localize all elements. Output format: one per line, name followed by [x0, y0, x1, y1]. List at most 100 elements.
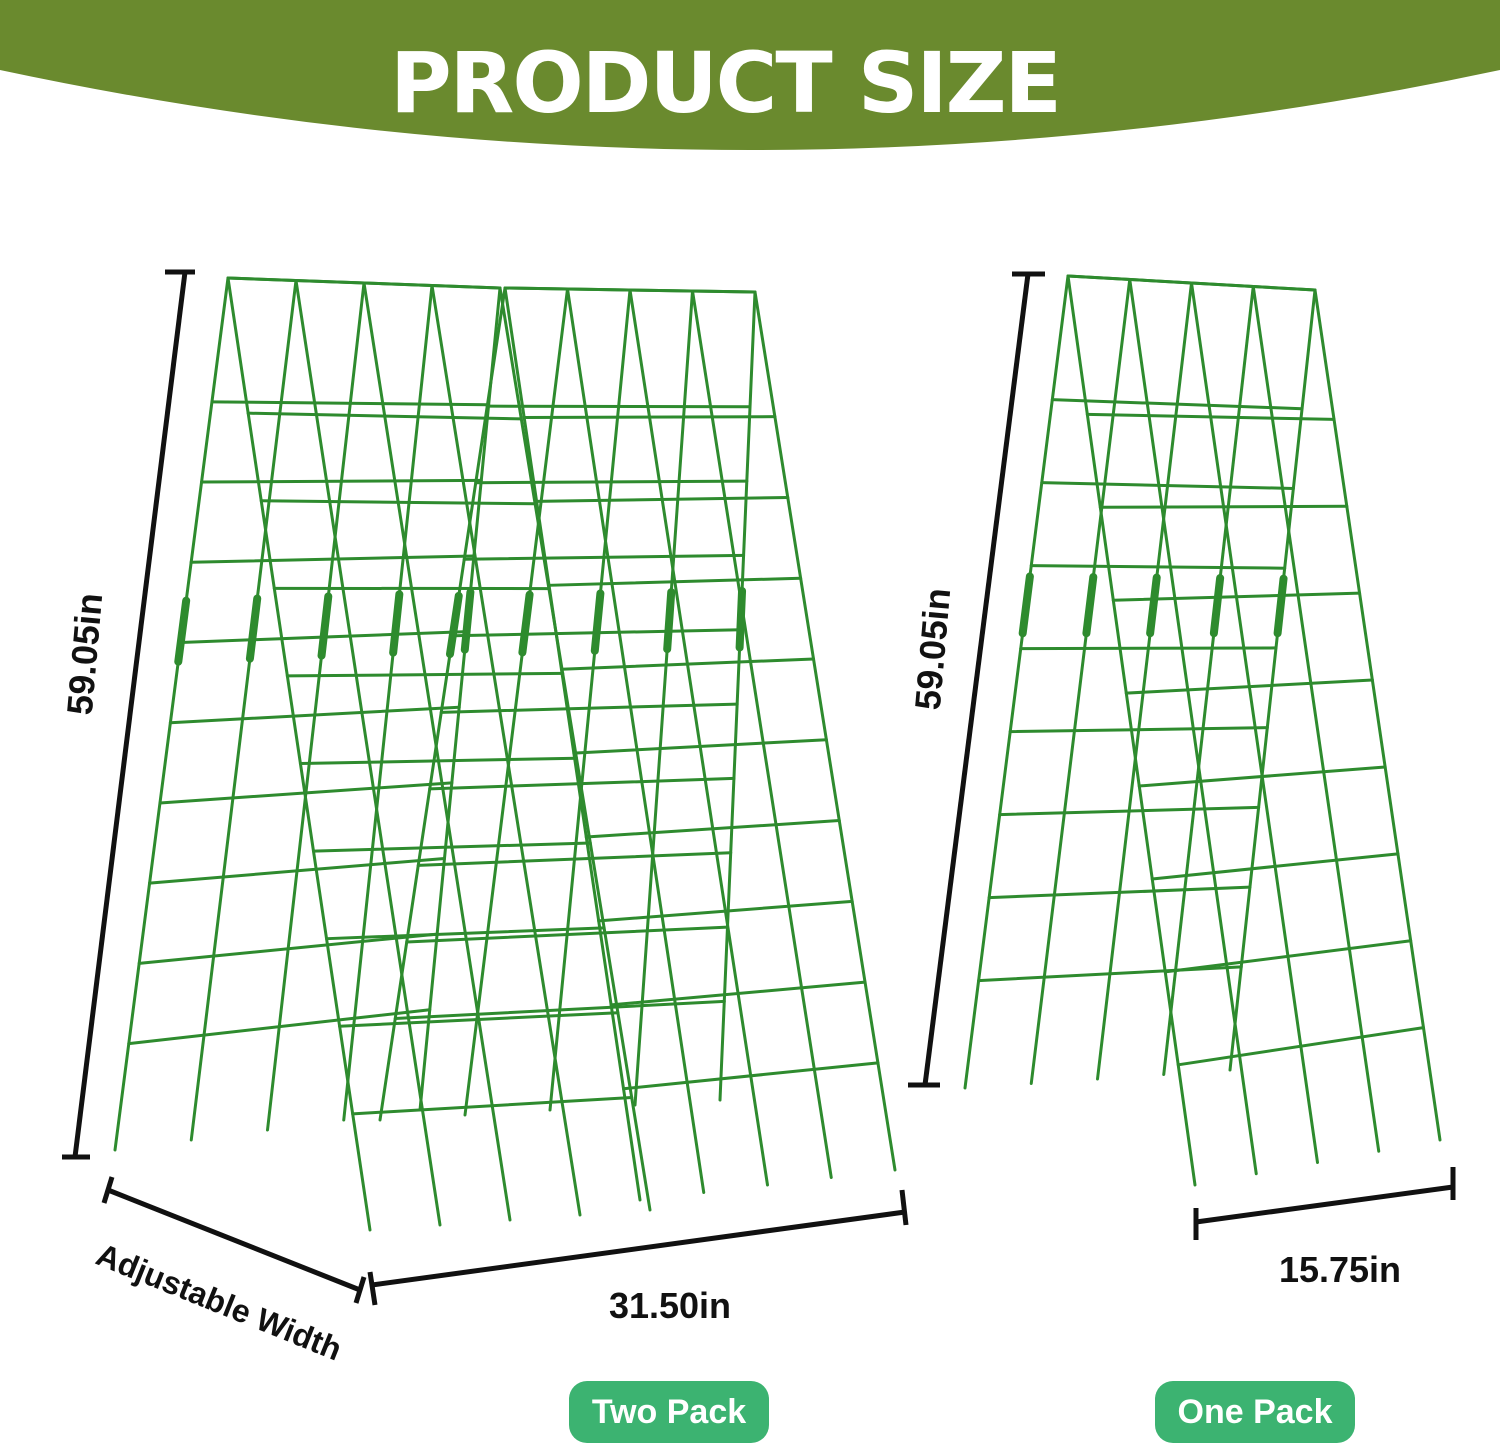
trellis-clip — [460, 588, 475, 654]
trellis-rail — [405, 925, 729, 944]
trellis-rail — [1066, 274, 1317, 292]
trellis-rail — [547, 576, 803, 587]
trellis-rail — [351, 1096, 634, 1116]
trellis-rail — [127, 1008, 432, 1046]
trellis-rail — [474, 479, 749, 485]
adjustable-width-line — [101, 1176, 367, 1304]
trellis-stake — [362, 281, 512, 1222]
trellis-rail — [1050, 398, 1304, 411]
adjustable-width-label: Adjustable Width — [91, 1236, 347, 1367]
trellis-clip — [174, 596, 191, 666]
trellis-clip — [317, 592, 333, 660]
one-pack-width-line — [1193, 1167, 1456, 1240]
trellis-rail — [1098, 504, 1349, 509]
two-pack-width-line — [367, 1189, 909, 1306]
trellis-rail — [259, 499, 537, 506]
trellis-rail — [1111, 591, 1362, 602]
trellis-rail — [584, 819, 841, 839]
trellis-clip — [389, 590, 404, 657]
trellis-rail — [1008, 726, 1269, 734]
trellis-rail — [200, 478, 483, 484]
dimension-lines — [62, 269, 1456, 1306]
trellis-rail — [609, 980, 867, 1007]
trellis-rail — [572, 738, 828, 755]
trellis-rail — [311, 841, 592, 853]
trellis-rail — [451, 628, 742, 638]
trellis-rail — [285, 671, 565, 678]
trellis-rail — [522, 415, 777, 420]
trellis-stake — [963, 274, 1070, 1090]
two-pack-width-label: 31.50in — [609, 1285, 731, 1326]
trellis-clip — [590, 589, 605, 655]
trellis-clip — [1082, 572, 1098, 638]
trellis-stake — [566, 287, 706, 1194]
trellis-stake — [1251, 285, 1381, 1153]
trellis-rail — [148, 856, 446, 885]
trellis-rail — [439, 702, 739, 714]
trellis-stake — [266, 281, 366, 1132]
trellis-rail — [622, 1061, 880, 1091]
trellis-rail — [168, 705, 461, 725]
trellis-stake — [189, 279, 298, 1142]
trellis-stake — [378, 286, 507, 1122]
trellis-stake — [1313, 288, 1442, 1142]
trellis-rail — [1176, 1026, 1425, 1067]
trellis-stake — [463, 287, 569, 1117]
trellis-stake — [342, 284, 434, 1122]
trellis-rail — [1019, 646, 1278, 651]
trellis-stake — [113, 276, 230, 1152]
trellis-rail — [325, 926, 606, 941]
one-pack-height-label: 59.05in — [907, 586, 958, 711]
trellis-rail — [428, 776, 736, 791]
trellis-rail — [1085, 412, 1336, 421]
trellis-rail — [189, 554, 476, 564]
trellis-clip — [245, 594, 262, 663]
trellis-rail — [338, 1011, 620, 1028]
trellis-rail — [137, 932, 439, 965]
one-pack-badge: One Pack — [1155, 1381, 1355, 1443]
trellis-stake — [718, 290, 757, 1102]
trellis-stake — [1128, 278, 1258, 1176]
trellis-rail — [1163, 939, 1413, 974]
two-pack-height-line — [62, 269, 195, 1160]
header-banner — [0, 0, 1500, 150]
trellis-clip — [1273, 574, 1288, 638]
trellis-rail — [298, 756, 578, 766]
header-title: PRODUCT SIZE — [390, 34, 1060, 132]
trellis-rail — [246, 411, 523, 421]
trellis-stake — [1066, 274, 1197, 1187]
trellis-rail — [393, 999, 726, 1020]
trellis-rail — [1150, 852, 1400, 881]
trellis-clip — [1018, 572, 1034, 638]
two-pack-badge: Two Pack — [569, 1381, 769, 1443]
one-pack-width-label: 15.75in — [1279, 1249, 1401, 1290]
trellis-rail — [503, 286, 757, 294]
trellis-rail — [998, 805, 1261, 817]
trellis-rail — [416, 851, 733, 867]
trellis-stake — [628, 288, 769, 1187]
trellis-stake — [691, 289, 833, 1179]
trellis-clip — [1146, 573, 1161, 638]
trellis-rail — [1029, 564, 1287, 570]
trellis-rail — [1040, 481, 1295, 490]
trellis-stake — [633, 289, 694, 1107]
trellis-rail — [1137, 765, 1387, 788]
two-pack-height-label: 59.05in — [59, 591, 110, 716]
trellis-rail — [462, 553, 746, 561]
trellis-illustration — [113, 274, 1442, 1232]
trellis-stake — [294, 279, 442, 1227]
trellis-stake — [753, 290, 897, 1172]
trellis-stake — [498, 286, 652, 1212]
one-pack-height-line — [908, 271, 1045, 1088]
trellis-rail — [210, 400, 491, 407]
trellis-stake — [1190, 281, 1319, 1164]
trellis-stake — [418, 286, 502, 1112]
trellis-rail — [1124, 678, 1374, 695]
trellis-rail — [485, 404, 752, 409]
trellis-clip — [446, 591, 463, 659]
trellis-clip — [518, 590, 534, 657]
trellis-clip — [663, 588, 676, 654]
trellis-rail — [987, 885, 1252, 900]
trellis-rail — [535, 495, 790, 503]
